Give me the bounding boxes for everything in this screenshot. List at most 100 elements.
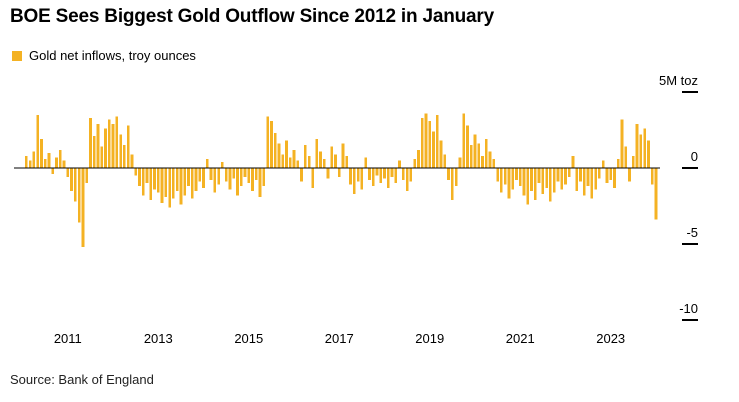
- bar: [141, 168, 145, 196]
- bar: [398, 160, 401, 168]
- bar: [443, 154, 447, 168]
- bar: [243, 168, 247, 178]
- bar: [232, 168, 236, 179]
- x-tick-label: 2013: [144, 331, 173, 346]
- bar: [168, 168, 171, 208]
- bar: [183, 168, 187, 196]
- bar: [454, 168, 458, 187]
- bar: [515, 168, 518, 181]
- bar: [285, 140, 288, 168]
- bar: [469, 145, 473, 168]
- bar: [70, 168, 73, 191]
- bar: [334, 154, 337, 168]
- bar: [164, 168, 168, 197]
- y-tick-label: 5M toz: [659, 73, 698, 88]
- bar: [488, 151, 492, 168]
- bar: [202, 168, 205, 188]
- bar: [149, 168, 153, 200]
- bar: [420, 117, 424, 168]
- x-tick-label: 2015: [234, 331, 263, 346]
- bar: [345, 155, 349, 168]
- bar: [462, 113, 466, 168]
- bar: [439, 140, 443, 168]
- bar: [258, 168, 262, 197]
- bar: [198, 168, 202, 182]
- bar: [187, 168, 190, 187]
- bar: [228, 168, 232, 190]
- bar: [481, 155, 484, 168]
- y-tick-label: -5: [686, 225, 698, 240]
- bar: [153, 168, 156, 190]
- legend: Gold net inflows, troy ounces: [12, 48, 196, 63]
- bar: [458, 157, 462, 168]
- bar: [379, 168, 383, 184]
- bar: [605, 168, 609, 184]
- bar: [326, 168, 330, 179]
- bar: [405, 168, 409, 191]
- bar: [209, 168, 213, 181]
- bar: [303, 145, 307, 168]
- bar: [239, 168, 243, 187]
- bar: [435, 114, 439, 168]
- bar: [624, 146, 628, 168]
- bar: [119, 134, 122, 168]
- bar: [650, 168, 654, 185]
- gold-net-inflows-bar-chart: 5M toz 0 -5 -10 2011 2013 2015 2017 2019 2021 2023: [14, 73, 698, 346]
- bar: [96, 123, 100, 168]
- bar: [556, 168, 560, 182]
- bar: [277, 143, 281, 168]
- bar: [511, 168, 515, 190]
- bar: [172, 168, 175, 199]
- bar: [254, 168, 258, 181]
- bar: [477, 143, 481, 168]
- bar: [74, 168, 77, 202]
- bar: [375, 168, 379, 176]
- bar: [270, 120, 273, 168]
- bar: [224, 168, 228, 182]
- bar: [560, 168, 564, 190]
- bar: [179, 168, 183, 205]
- bar: [262, 168, 266, 187]
- bar: [451, 168, 454, 200]
- bar: [89, 117, 92, 168]
- bar: [115, 116, 119, 168]
- legend-label: Gold net inflows, troy ounces: [29, 48, 196, 63]
- bar: [145, 168, 149, 184]
- bar: [647, 140, 650, 168]
- bar: [55, 157, 58, 168]
- bar: [409, 168, 413, 182]
- bar: [364, 157, 367, 168]
- bar: [156, 168, 160, 193]
- bar: [160, 168, 164, 203]
- bar: [126, 125, 130, 168]
- bar: [586, 168, 590, 187]
- bar: [341, 143, 345, 168]
- bar: [58, 149, 62, 168]
- bar: [545, 168, 548, 188]
- bar: [266, 116, 269, 168]
- bar: [47, 152, 51, 168]
- bar: [217, 168, 220, 185]
- bar: [130, 154, 134, 168]
- bar: [552, 168, 556, 193]
- bar: [541, 168, 545, 194]
- bar: [484, 139, 488, 168]
- bar: [579, 168, 582, 182]
- bar: [386, 168, 390, 188]
- bar: [307, 155, 311, 168]
- bar: [371, 168, 375, 187]
- bar: [530, 168, 533, 191]
- bar: [526, 168, 530, 205]
- bar: [28, 160, 32, 168]
- bar: [281, 154, 285, 168]
- bar: [492, 158, 496, 168]
- bar: [360, 168, 364, 190]
- bar: [62, 160, 66, 168]
- bar: [390, 168, 394, 178]
- bar: [85, 168, 89, 184]
- y-tick-label: 0: [691, 149, 698, 164]
- bar: [616, 158, 620, 168]
- bar: [104, 128, 107, 168]
- bar: [111, 123, 115, 168]
